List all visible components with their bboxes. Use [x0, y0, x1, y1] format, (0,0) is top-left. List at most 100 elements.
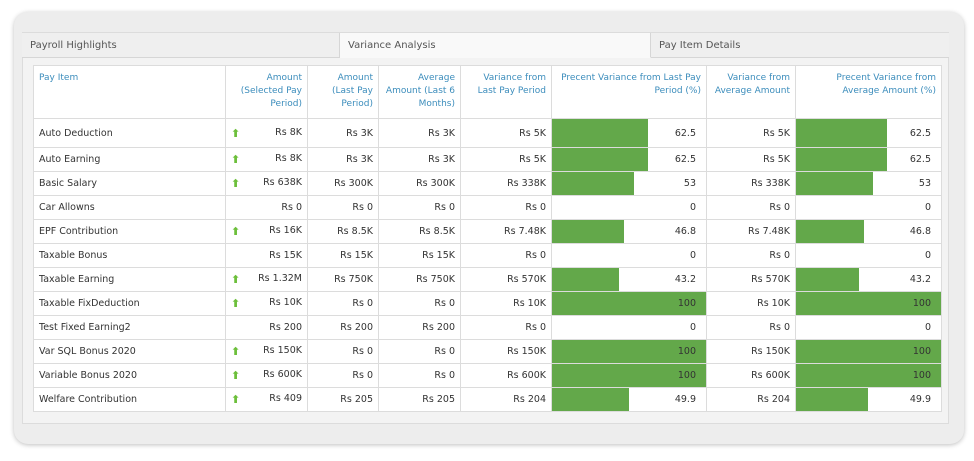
variance-last-cell: Rs 338K [460, 171, 552, 196]
percent-value: 62.5 [909, 154, 931, 165]
average-last6-cell: Rs 15K [378, 243, 461, 268]
percent-bar [796, 119, 887, 147]
amount-last-cell: Rs 0 [307, 339, 379, 364]
variance-average-cell: Rs 150K [706, 339, 796, 364]
tab-payroll-highlights[interactable]: Payroll Highlights [22, 33, 340, 58]
average-last6-cell: Rs 205 [378, 387, 461, 412]
arrow-up-icon: ⬆ [231, 345, 241, 358]
variance-last-cell: Rs 10K [460, 291, 552, 316]
amount-selected-cell: ⬆ Rs 8K [225, 147, 308, 172]
variance-average-cell: Rs 5K [706, 147, 796, 172]
percent-value: 100 [677, 298, 696, 309]
percent-bar [552, 172, 634, 195]
amount-selected-cell: Rs 15K [225, 243, 308, 268]
percent-value: 43.2 [674, 274, 696, 285]
percent-bar [552, 220, 625, 243]
percent-bar [796, 148, 887, 171]
average-last6-cell: Rs 0 [378, 339, 461, 364]
percent-bar [552, 148, 649, 171]
arrow-up-icon: ⬆ [231, 297, 241, 310]
col-header-amount-selected[interactable]: Amount (Selected Pay Period) [225, 65, 308, 119]
amount-last-cell: Rs 0 [307, 291, 379, 316]
amount-selected-cell: Rs 0 [225, 195, 308, 220]
variance-average-cell: Rs 0 [706, 243, 796, 268]
amount-selected-value: Rs 200 [269, 322, 302, 333]
variance-last-cell: Rs 150K [460, 339, 552, 364]
average-last6-cell: Rs 3K [378, 147, 461, 172]
table-body: Auto Deduction ⬆ Rs 8K Rs 3K Rs 3K Rs 5K 62.5 R… [33, 118, 942, 412]
arrow-up-icon: ⬆ [231, 177, 241, 190]
table-row[interactable]: EPF Contribution ⬆ Rs 16K Rs 8.5K Rs 8.5K Rs … [33, 219, 942, 244]
amount-selected-cell: ⬆ Rs 1.32M [225, 267, 308, 292]
percent-value: 53 [683, 178, 696, 189]
variance-last-cell: Rs 5K [460, 118, 552, 148]
col-header-pct-variance-last[interactable]: Precent Variance from Last Pay Period (%… [551, 65, 707, 119]
tab-pay-item-details[interactable]: Pay Item Details [651, 33, 949, 58]
pct-variance-last-cell: 62.5 [551, 118, 707, 148]
amount-last-cell: Rs 205 [307, 387, 379, 412]
pct-variance-average-cell: 100 [795, 339, 942, 364]
amount-selected-cell: ⬆ Rs 10K [225, 291, 308, 316]
table-row[interactable]: Taxable Bonus Rs 15K Rs 15K Rs 15K Rs 0 0 Rs 0… [33, 243, 942, 268]
tab-variance-analysis[interactable]: Variance Analysis [340, 33, 651, 58]
pct-variance-average-cell: 0 [795, 315, 942, 340]
pct-variance-last-cell: 62.5 [551, 147, 707, 172]
table-row[interactable]: Taxable Earning ⬆ Rs 1.32M Rs 750K Rs 750K Rs… [33, 267, 942, 292]
amount-selected-value: Rs 638K [263, 177, 302, 188]
col-header-pct-variance-average[interactable]: Precent Variance from Average Amount (%) [795, 65, 942, 119]
pct-variance-average-cell: 0 [795, 243, 942, 268]
col-header-average-last6[interactable]: Average Amount (Last 6 Months) [378, 65, 461, 119]
amount-selected-cell: ⬆ Rs 16K [225, 219, 308, 244]
average-last6-cell: Rs 750K [378, 267, 461, 292]
pct-variance-last-cell: 0 [551, 243, 707, 268]
col-header-pay-item[interactable]: Pay Item [33, 65, 226, 119]
col-header-variance-average[interactable]: Variance from Average Amount [706, 65, 796, 119]
arrow-up-icon: ⬆ [231, 369, 241, 382]
variance-average-cell: Rs 0 [706, 315, 796, 340]
table-row[interactable]: Auto Deduction ⬆ Rs 8K Rs 3K Rs 3K Rs 5K 62.5 R… [33, 118, 942, 148]
average-last6-cell: Rs 0 [378, 195, 461, 220]
variance-average-cell: Rs 10K [706, 291, 796, 316]
pay-item-name: Auto Earning [33, 147, 226, 172]
pct-variance-average-cell: 46.8 [795, 219, 942, 244]
percent-bar [796, 268, 859, 291]
pct-variance-last-cell: 100 [551, 363, 707, 388]
table-row[interactable]: Auto Earning ⬆ Rs 8K Rs 3K Rs 3K Rs 5K 62.5 Rs … [33, 147, 942, 172]
pct-variance-last-cell: 53 [551, 171, 707, 196]
percent-value: 49.9 [909, 394, 931, 405]
pay-item-name: Car Allowns [33, 195, 226, 220]
pct-variance-last-cell: 46.8 [551, 219, 707, 244]
amount-selected-value: Rs 10K [269, 297, 302, 308]
average-last6-cell: Rs 0 [378, 291, 461, 316]
percent-value: 46.8 [674, 226, 696, 237]
amount-selected-value: Rs 16K [269, 225, 302, 236]
table-row[interactable]: Taxable FixDeduction ⬆ Rs 10K Rs 0 Rs 0 Rs 10… [33, 291, 942, 316]
percent-value: 0 [924, 202, 931, 213]
amount-last-cell: Rs 3K [307, 118, 379, 148]
amount-last-cell: Rs 750K [307, 267, 379, 292]
amount-selected-value: Rs 409 [269, 393, 302, 404]
percent-bar [796, 388, 869, 411]
percent-value: 100 [912, 346, 931, 357]
col-header-amount-last[interactable]: Amount (Last Pay Period) [307, 65, 379, 119]
table-row[interactable]: Test Fixed Earning2 Rs 200 Rs 200 Rs 200 Rs … [33, 315, 942, 340]
amount-last-cell: Rs 0 [307, 363, 379, 388]
table-row[interactable]: Welfare Contribution ⬆ Rs 409 Rs 205 Rs 205 R… [33, 387, 942, 412]
percent-bar [796, 364, 941, 387]
percent-value: 53 [918, 178, 931, 189]
percent-value: 100 [912, 370, 931, 381]
variance-last-cell: Rs 0 [460, 243, 552, 268]
amount-selected-value: Rs 150K [263, 345, 302, 356]
pay-item-name: Auto Deduction [33, 118, 226, 148]
pay-item-name: Basic Salary [33, 171, 226, 196]
table-row[interactable]: Variable Bonus 2020 ⬆ Rs 600K Rs 0 Rs 0 Rs 60… [33, 363, 942, 388]
col-header-variance-last[interactable]: Variance from Last Pay Period [460, 65, 552, 119]
average-last6-cell: Rs 3K [378, 118, 461, 148]
variance-last-cell: Rs 0 [460, 315, 552, 340]
percent-bar [796, 340, 941, 363]
pct-variance-last-cell: 43.2 [551, 267, 707, 292]
table-row[interactable]: Basic Salary ⬆ Rs 638K Rs 300K Rs 300K Rs 338… [33, 171, 942, 196]
amount-last-cell: Rs 200 [307, 315, 379, 340]
table-row[interactable]: Var SQL Bonus 2020 ⬆ Rs 150K Rs 0 Rs 0 Rs 150… [33, 339, 942, 364]
